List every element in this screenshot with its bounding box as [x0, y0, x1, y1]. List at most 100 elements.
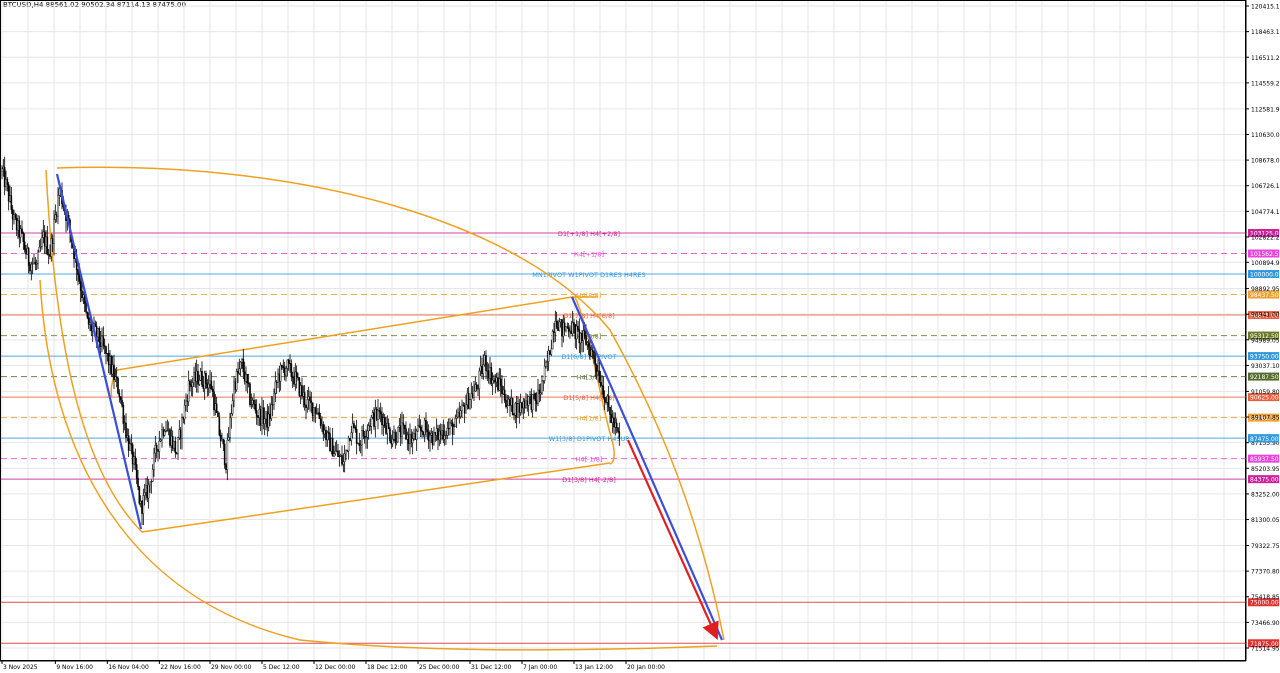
candle-body [161, 429, 163, 441]
candle-body [183, 405, 186, 420]
candle-body [486, 370, 489, 372]
candle-body [181, 417, 183, 439]
candle-body [618, 431, 621, 439]
candle-body [519, 402, 522, 413]
candle-body [225, 464, 227, 470]
candle-body [473, 390, 475, 398]
candle-body [18, 220, 21, 238]
candle-body [338, 456, 341, 458]
candle-body [198, 380, 201, 385]
candle-body [461, 404, 463, 411]
level-label: H4[-1/8] [576, 456, 603, 464]
candle-body [277, 373, 279, 383]
candle-body [385, 425, 387, 434]
time-tick-label: 5 Dec 12:00 [263, 664, 300, 671]
candle-body [261, 407, 263, 426]
candle-body [78, 274, 81, 282]
candle-body [497, 377, 499, 391]
candle-body [86, 311, 89, 318]
candle-body [182, 417, 185, 420]
level-label: MN1PIVOT W1PIVOT D1RES H4RES [532, 271, 646, 279]
candle-body [141, 501, 143, 514]
candle-body [115, 376, 118, 379]
price-tick-label: 77370.80 [1251, 569, 1280, 576]
price-tag-bg [1248, 290, 1279, 299]
candle-body [539, 392, 542, 395]
candle-body [430, 432, 433, 436]
candle-body [283, 367, 286, 376]
candle-body [334, 450, 337, 454]
candle-body [614, 422, 617, 428]
candle-body [581, 333, 583, 341]
candle-body [98, 328, 101, 343]
candle-body [35, 262, 38, 265]
candle-body [318, 412, 321, 419]
price-tick-label: 102822.20 [1251, 234, 1280, 241]
candle-body [465, 404, 467, 414]
candle-body [510, 397, 513, 406]
candle-body [106, 353, 109, 355]
candle-body [401, 422, 403, 438]
price-axis[interactable]: 103125.00 101562.50 100000.00 98437.50 96875… [1245, 0, 1280, 661]
candle-body [119, 396, 122, 401]
candle-body [34, 262, 37, 265]
candle-body [275, 381, 278, 383]
candle-body [129, 443, 131, 451]
price-tag-bg [1248, 372, 1279, 381]
candle-body [610, 414, 613, 423]
level-label: D1[7/8] H4[6/8] [563, 312, 614, 320]
candle-body [582, 330, 585, 341]
candle-body [214, 403, 217, 411]
candle-body [541, 380, 543, 393]
chart-grid [1, 1, 1246, 661]
candle-body [505, 400, 507, 408]
candle-body [239, 361, 242, 369]
candle-body [357, 443, 359, 445]
candle-body [378, 409, 381, 412]
level-lines: D1[+1/8] H4[+2/8] H4[+1/8] MN1PIVOT W1PIVO… [1, 230, 1246, 644]
candle-body [475, 384, 478, 389]
price-tag-bg [1248, 311, 1279, 320]
candle-body [563, 322, 566, 331]
price-tag-bg [1248, 228, 1279, 237]
candle-body [561, 319, 563, 337]
projection-lines[interactable] [55, 173, 724, 641]
candle-body [46, 236, 49, 255]
candle-body [177, 437, 179, 455]
candle-body [535, 400, 538, 405]
candle-body [567, 327, 570, 332]
price-tick-label: 81300.05 [1251, 517, 1280, 524]
candle-body [270, 404, 273, 419]
price-tick-label: 106726.10 [1251, 183, 1280, 190]
price-tick-label: 71514.95 [1251, 646, 1280, 653]
candle-body [482, 364, 485, 374]
candle-body [267, 413, 270, 428]
time-tick-label: 9 Nov 16:00 [56, 664, 93, 671]
time-axis[interactable]: 3 Nov 2025 9 Nov 16:00 16 Nov 04:00 22 Nov … [0, 660, 1246, 671]
candle-body [255, 410, 258, 417]
price-tick-label: 110630.00 [1251, 132, 1280, 139]
candle-body [441, 430, 443, 436]
candle-body [329, 433, 331, 452]
candle-body [433, 431, 435, 446]
candle-body [585, 335, 587, 345]
candle-body [235, 371, 238, 390]
candle-body [103, 345, 106, 347]
candle-body [587, 342, 590, 348]
price-tag-label: 85937.50 [1250, 456, 1279, 463]
candle-body [242, 359, 245, 373]
candle-body [577, 325, 579, 330]
candle-body [297, 376, 299, 379]
candle-body [15, 218, 18, 231]
candle-body [205, 373, 207, 384]
candle-body [365, 437, 367, 439]
candle-body [327, 432, 330, 434]
candle-body [29, 265, 31, 272]
candle-body [406, 434, 409, 440]
candle-body [315, 413, 318, 415]
price-tag-label: 84375.00 [1250, 477, 1279, 484]
candle-body [287, 359, 290, 364]
time-tick-label: 16 Nov 04:00 [108, 664, 149, 671]
candle-body [599, 381, 602, 386]
